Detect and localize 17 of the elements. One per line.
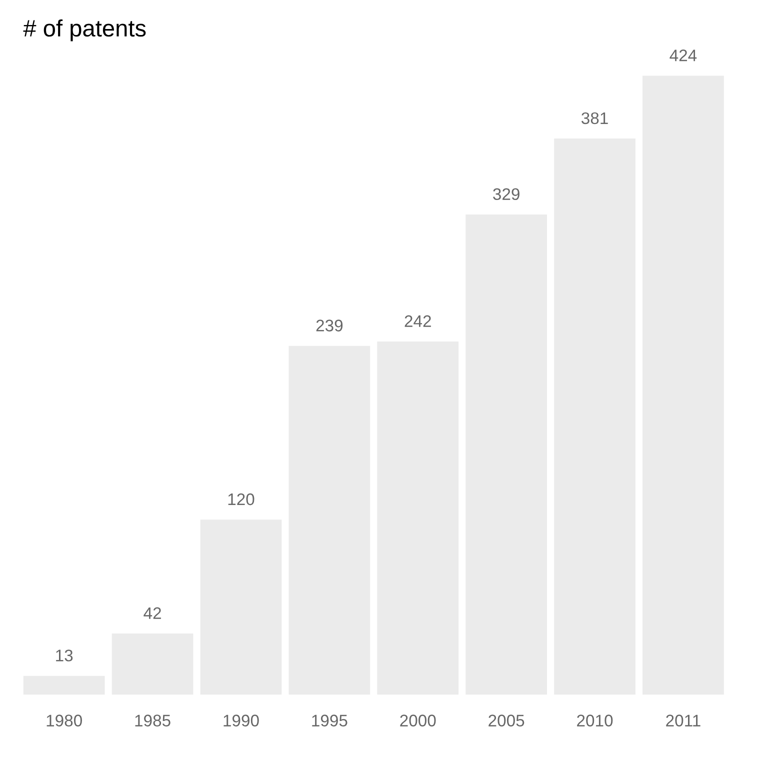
x-tick-label: 1990 (224, 714, 259, 726)
data-label: 242 (404, 315, 431, 327)
x-tick-label: 2010 (577, 714, 613, 726)
data-label: 13 (56, 650, 73, 662)
data-label: 239 (316, 320, 343, 332)
y-axis-title: # of patents (23, 19, 146, 42)
data-label: 329 (493, 188, 520, 200)
data-label: 42 (144, 607, 161, 619)
data-label: 120 (228, 493, 254, 506)
x-tick-label: 1980 (46, 714, 82, 726)
x-tick-label: 2005 (488, 714, 524, 726)
data-label: 381 (581, 112, 608, 124)
x-tick-label: 2011 (666, 714, 700, 726)
x-tick-label: 2000 (400, 714, 436, 726)
data-label: 424 (670, 50, 697, 62)
x-tick-label: 1995 (312, 714, 348, 726)
x-tick-label: 1985 (135, 714, 170, 726)
